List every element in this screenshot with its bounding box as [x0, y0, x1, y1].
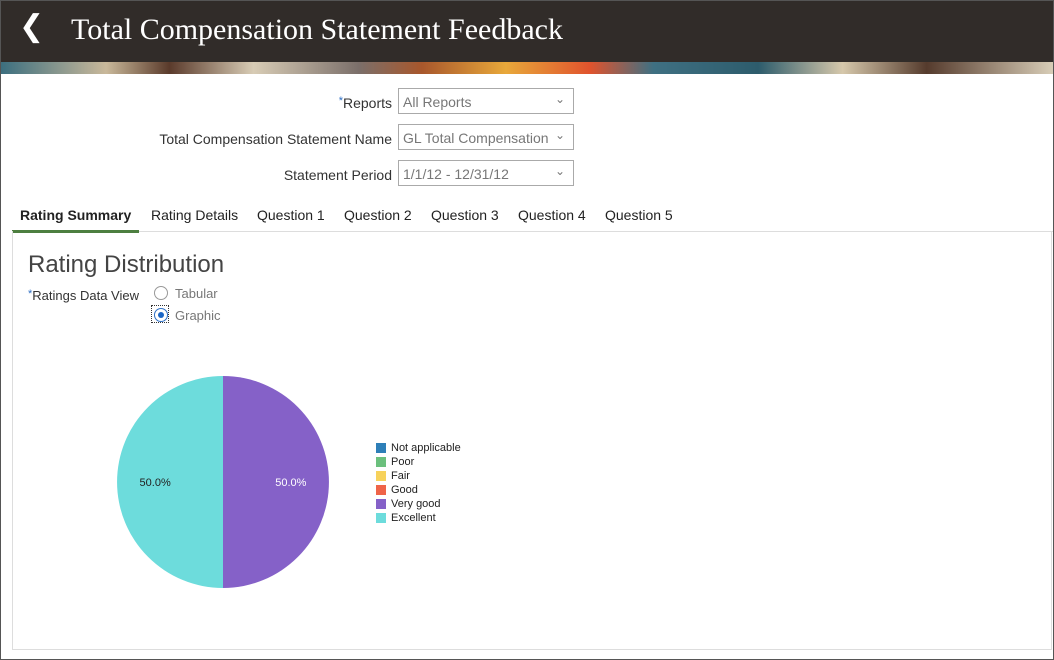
- pie-slice-very-good[interactable]: [223, 376, 329, 588]
- legend-item: Good: [376, 483, 461, 497]
- legend-label: Excellent: [391, 512, 436, 524]
- tab-bar: Rating Summary Rating Details Question 1…: [12, 203, 1053, 233]
- tab-question-5[interactable]: Question 5: [605, 207, 673, 223]
- tab-question-3[interactable]: Question 3: [431, 207, 499, 223]
- legend-item: Poor: [376, 455, 461, 469]
- legend-label: Very good: [391, 498, 441, 510]
- statement-name-select[interactable]: GL Total Compensation ⌄: [398, 124, 574, 150]
- tab-question-2[interactable]: Question 2: [344, 207, 412, 223]
- tabular-label: Tabular: [175, 286, 218, 301]
- legend-item: Excellent: [376, 511, 461, 525]
- legend-label: Fair: [391, 470, 410, 482]
- data-label: 50.0%: [140, 477, 171, 489]
- legend-swatch: [376, 457, 386, 467]
- tab-question-4[interactable]: Question 4: [518, 207, 586, 223]
- period-select[interactable]: 1/1/12 - 12/31/12 ⌄: [398, 160, 574, 186]
- required-mark: *: [28, 288, 33, 300]
- tab-rating-details[interactable]: Rating Details: [151, 207, 239, 223]
- tab-rating-summary[interactable]: Rating Summary: [12, 207, 140, 233]
- legend-label: Good: [391, 484, 418, 496]
- view-label: Ratings Data View: [32, 288, 139, 303]
- legend-swatch: [376, 471, 386, 481]
- chevron-down-icon: ⌄: [554, 92, 565, 106]
- tab-question-1[interactable]: Question 1: [257, 207, 325, 223]
- section-title: Rating Distribution: [28, 251, 225, 278]
- legend-item: Fair: [376, 469, 461, 483]
- tabular-radio[interactable]: [154, 286, 168, 300]
- statement-name-label: Total Compensation Statement Name: [159, 131, 392, 147]
- reports-select[interactable]: All Reports ⌄: [398, 88, 574, 114]
- page-title: Total Compensation Statement Feedback: [71, 13, 563, 46]
- data-label: 50.0%: [275, 477, 306, 489]
- legend-swatch: [376, 513, 386, 523]
- reports-value: All Reports: [403, 94, 472, 110]
- chevron-down-icon: ⌄: [554, 128, 565, 142]
- decorative-banner: [1, 62, 1053, 74]
- legend-item: Very good: [376, 497, 461, 511]
- legend-item: Not applicable: [376, 441, 461, 455]
- legend-swatch: [376, 443, 386, 453]
- required-mark: *: [338, 95, 343, 107]
- chevron-down-icon: ⌄: [554, 164, 565, 178]
- legend-label: Not applicable: [391, 442, 461, 454]
- legend-label: Poor: [391, 456, 415, 468]
- period-value: 1/1/12 - 12/31/12: [403, 166, 509, 182]
- graphic-label: Graphic: [175, 308, 221, 323]
- period-label: Statement Period: [283, 167, 392, 183]
- chevron-left-icon[interactable]: ❮: [19, 9, 45, 44]
- legend-swatch: [376, 499, 386, 509]
- pie-slice-excellent[interactable]: [117, 376, 223, 588]
- focus-ring: [151, 305, 169, 323]
- page-header: ❮ Total Compensation Statement Feedback: [1, 1, 1053, 62]
- statement-name-value: GL Total Compensation: [403, 130, 549, 146]
- content-panel: [12, 231, 1052, 650]
- chart-legend: Not applicable Poor Fair Good Very good Excel…: [376, 441, 461, 525]
- reports-label: Reports: [342, 95, 392, 111]
- graphic-radio[interactable]: [154, 308, 168, 322]
- legend-swatch: [376, 485, 386, 495]
